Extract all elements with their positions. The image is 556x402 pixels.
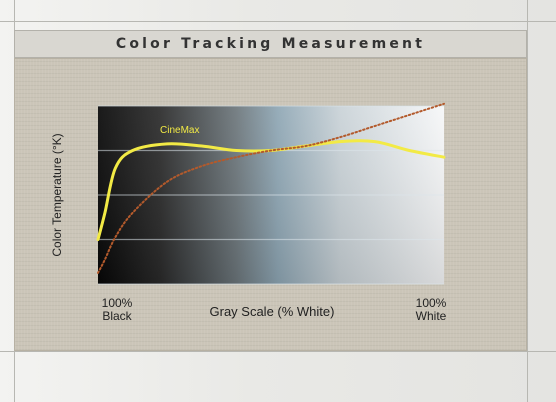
guide-line-bottom <box>0 351 556 352</box>
series-line-0 <box>96 139 446 241</box>
series-line-1 <box>97 102 445 274</box>
series-group <box>96 102 446 274</box>
title-bar: Color Tracking Measurement <box>14 30 527 58</box>
tick-label-line: 100% <box>416 296 447 310</box>
chart-title: Color Tracking Measurement <box>115 36 426 52</box>
tick-label-line: Black <box>102 309 132 323</box>
guide-line-top <box>0 21 556 22</box>
x-right-label: 100% White <box>416 296 447 323</box>
tick-label-line: White <box>416 309 447 323</box>
guide-line-right <box>527 0 528 402</box>
tick-label-line: 100% <box>102 296 133 310</box>
series-label-cinemax: CineMax <box>160 125 199 136</box>
y-axis-label: Color Temperature (°K) <box>50 133 64 256</box>
x-left-label: 100% Black <box>102 296 133 323</box>
x-axis-label: Gray Scale (% White) <box>210 304 335 319</box>
